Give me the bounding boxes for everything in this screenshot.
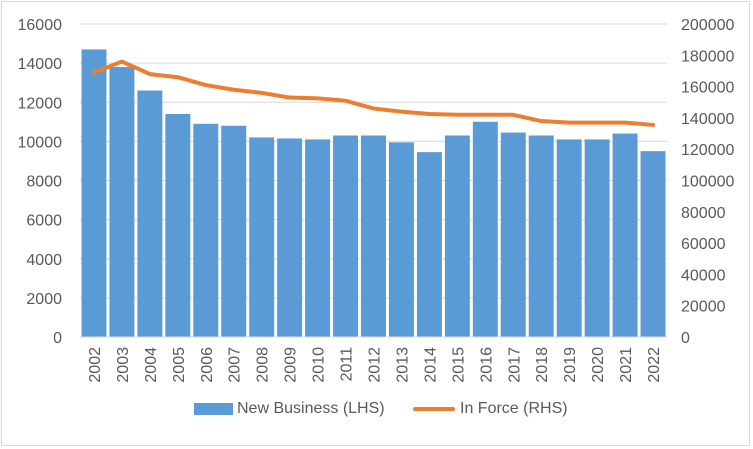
legend-label-new-business: New Business (LHS) (237, 400, 385, 417)
x-tick-label: 2017 (506, 347, 523, 383)
legend-label-in-force: In Force (RHS) (460, 400, 568, 417)
right-tick-label: 40000 (681, 267, 726, 284)
x-tick-label: 2002 (87, 347, 104, 383)
right-tick-label: 160000 (681, 80, 734, 97)
x-tick-label: 2004 (143, 347, 160, 383)
left-tick-label: 2000 (26, 291, 62, 308)
x-tick-label: 2018 (534, 347, 551, 383)
bar-2014[interactable] (416, 152, 442, 337)
bar-2010[interactable] (305, 139, 331, 337)
left-tick-label: 4000 (26, 252, 62, 269)
bar-2002[interactable] (81, 49, 107, 338)
bar-2009[interactable] (277, 138, 303, 337)
line-series-in-force (91, 59, 656, 127)
bar-2005[interactable] (165, 113, 191, 337)
x-tick-label: 2021 (618, 347, 635, 383)
right-tick-label: 60000 (681, 236, 726, 253)
x-tick-label: 2007 (227, 347, 244, 383)
x-tick-label: 2014 (422, 347, 439, 383)
bar-2021[interactable] (612, 133, 638, 337)
right-tick-label: 120000 (681, 142, 734, 159)
x-tick-label: 2006 (199, 347, 216, 383)
x-tick-label: 2022 (646, 347, 663, 383)
right-tick-label: 200000 (681, 17, 734, 34)
x-tick-label: 2010 (311, 347, 328, 383)
bar-2015[interactable] (444, 135, 470, 337)
left-tick-label: 12000 (18, 95, 63, 112)
right-tick-label: 20000 (681, 299, 726, 316)
x-tick-label: 2009 (283, 347, 300, 383)
right-tick-label: 80000 (681, 205, 726, 222)
legend: New Business (LHS) In Force (RHS) (0, 400, 753, 424)
right-tick-label: 180000 (681, 48, 734, 65)
legend-swatch-bar (194, 403, 233, 415)
bar-2006[interactable] (193, 123, 219, 337)
x-tick-label: 2003 (115, 347, 132, 383)
left-tick-label: 10000 (18, 134, 63, 151)
x-tick-label: 2015 (450, 347, 467, 383)
right-tick-label: 140000 (681, 111, 734, 128)
bar-2011[interactable] (333, 135, 359, 337)
x-tick-label: 2019 (562, 347, 579, 383)
x-axis-ticks: 2002 2003 2004 2005 2006 2007 2008 2009 2010 2011… (80, 336, 667, 383)
bar-2019[interactable] (556, 139, 582, 337)
bar-2018[interactable] (528, 135, 554, 337)
bar-2004[interactable] (137, 90, 163, 337)
left-tick-label: 8000 (26, 174, 62, 191)
left-axis-ticks: 0 2000 4000 6000 8000 10000 12000 14000 16000 (18, 17, 63, 347)
left-tick-label: 14000 (18, 56, 63, 73)
left-tick-label: 6000 (26, 213, 62, 230)
right-tick-label: 100000 (681, 174, 734, 191)
x-tick-label: 2020 (590, 347, 607, 383)
bar-2020[interactable] (584, 139, 610, 337)
bar-2007[interactable] (221, 125, 247, 337)
legend-item-new-business[interactable]: New Business (LHS) (194, 400, 385, 418)
right-axis-ticks: 0 20000 40000 60000 80000 100000 120000 140000 1… (681, 17, 734, 347)
bar-series-new-business (81, 49, 666, 338)
left-tick-label: 0 (53, 330, 62, 347)
bar-2008[interactable] (249, 137, 275, 337)
x-tick-label: 2016 (478, 347, 495, 383)
bar-2012[interactable] (361, 135, 386, 337)
x-tick-label: 2005 (171, 347, 188, 383)
bar-2003[interactable] (109, 67, 135, 337)
left-tick-label: 16000 (18, 17, 63, 34)
legend-item-in-force[interactable]: In Force (RHS) (413, 400, 568, 418)
bar-2022[interactable] (640, 151, 666, 337)
x-tick-label: 2011 (339, 347, 356, 382)
x-tick-label: 2012 (367, 347, 384, 383)
legend-swatch-line (413, 407, 455, 411)
x-tick-label: 2013 (394, 347, 411, 383)
bar-2013[interactable] (388, 142, 414, 337)
bar-2017[interactable] (500, 132, 526, 337)
bar-2016[interactable] (472, 121, 498, 337)
x-tick-label: 2008 (255, 347, 272, 383)
right-tick-label: 0 (681, 330, 690, 347)
